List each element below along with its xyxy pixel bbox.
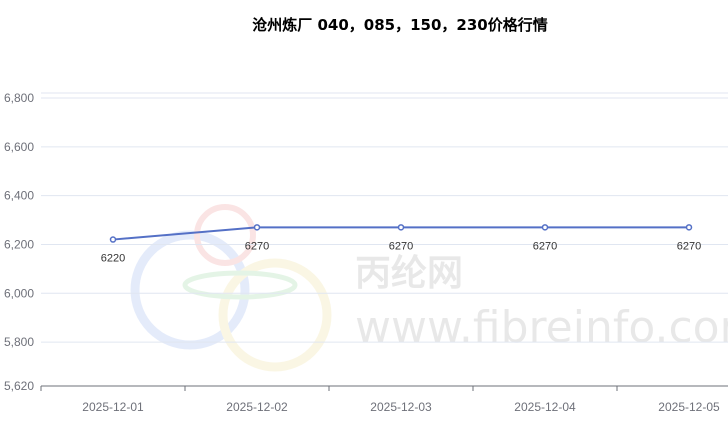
- y-tick-label: 6,400: [4, 189, 34, 203]
- data-label: 6270: [677, 240, 701, 252]
- x-tick-label: 2025-12-01: [82, 400, 144, 414]
- data-label: 6270: [389, 240, 413, 252]
- watermark-url: www.fibreinfo.com: [355, 302, 728, 353]
- watermark-cn: 丙纶网: [355, 253, 463, 294]
- y-tick-label: 6,800: [4, 91, 34, 105]
- data-point: [253, 224, 261, 231]
- data-label: 6220: [101, 253, 125, 265]
- watermark: 丙纶网 www.fibreinfo.com: [130, 204, 728, 372]
- data-point: [685, 224, 693, 231]
- y-tick-label: 5,800: [4, 335, 34, 349]
- x-tick-label: 2025-12-02: [226, 400, 288, 414]
- data-label: 6270: [533, 240, 557, 252]
- chart-title: 沧州炼厂 040，085，150，230价格行情: [252, 16, 548, 34]
- x-tick-label: 2025-12-03: [370, 400, 432, 414]
- y-tick-label: 6,600: [4, 140, 34, 154]
- y-tick-label: 6,000: [4, 286, 34, 300]
- data-point: [397, 224, 405, 231]
- y-tick-label: 6,200: [4, 237, 34, 251]
- x-tick-label: 2025-12-05: [658, 400, 720, 414]
- y-tick-label: 5,620: [4, 379, 34, 393]
- data-point: [109, 236, 117, 243]
- data-label: 6270: [245, 240, 269, 252]
- x-tick-label: 2025-12-04: [514, 400, 576, 414]
- data-point: [541, 224, 549, 231]
